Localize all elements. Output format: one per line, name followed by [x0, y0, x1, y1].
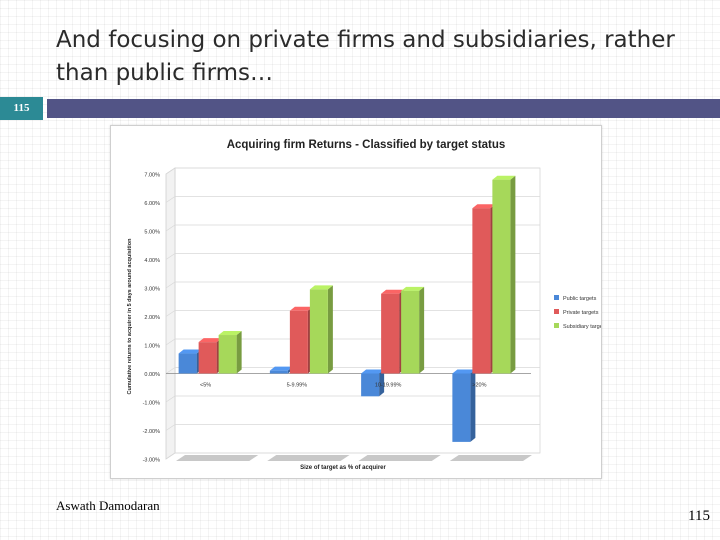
bar: [381, 293, 400, 374]
y-tick-label: -3.00%: [143, 458, 161, 464]
bar: [452, 373, 471, 442]
bar: [401, 290, 420, 374]
legend-label: Subsidiary targets: [563, 324, 601, 330]
bar-top: [472, 204, 496, 209]
slide-number-badge: 115: [13, 102, 30, 114]
bar: [178, 353, 197, 374]
legend-swatch: [554, 323, 559, 328]
gridline: [165, 424, 540, 431]
y-tick-label: 0.00%: [144, 372, 160, 378]
legend-label: Private targets: [563, 310, 599, 316]
bar: [361, 373, 380, 397]
y-tick-label: 5.00%: [144, 230, 160, 236]
gridline: [165, 281, 540, 289]
bar-top: [492, 175, 516, 180]
bar-side: [470, 369, 476, 442]
bar-top: [218, 331, 242, 336]
x-tick-label: 10-19.99%: [375, 383, 402, 389]
bar-top: [401, 286, 425, 291]
gridline: [165, 167, 540, 175]
bar-top: [198, 338, 222, 343]
bar: [269, 370, 288, 374]
x-axis-label: Size of target as % of acquirer: [300, 465, 386, 471]
y-tick-label: 3.00%: [144, 287, 160, 293]
gridline: [165, 196, 540, 203]
bar: [198, 342, 217, 374]
floor-shadow: [449, 455, 532, 461]
legend-swatch: [554, 295, 559, 300]
bar: [309, 289, 328, 374]
bar-top: [269, 366, 293, 371]
bar-chart: Acquiring firm Returns - Classified by t…: [127, 139, 607, 471]
bar: [492, 179, 511, 374]
bar-top: [289, 306, 313, 311]
slide-number-band: [0, 97, 43, 120]
x-tick-label: >20%: [472, 383, 486, 389]
floor-shadow: [176, 455, 259, 461]
x-tick-label: <5%: [200, 383, 211, 389]
gridline: [165, 395, 540, 403]
footer-page-number: 115: [688, 508, 710, 524]
bar-side: [327, 285, 333, 374]
y-tick-label: 2.00%: [144, 315, 160, 321]
slide-title: And focusing on private firms and subsid…: [56, 27, 675, 86]
bar-top: [178, 349, 202, 354]
bar-top: [309, 285, 333, 290]
bar-top: [361, 369, 385, 374]
gridline: [165, 253, 540, 260]
y-tick-label: 1.00%: [144, 344, 160, 350]
y-tick-label: 4.00%: [144, 258, 160, 264]
bar: [472, 208, 491, 374]
chart-title: Acquiring firm Returns - Classified by t…: [227, 139, 506, 151]
floor-shadow: [267, 455, 350, 461]
bar-top: [381, 289, 405, 294]
bar-top: [452, 369, 476, 374]
gridline: [165, 452, 540, 460]
legend-swatch: [554, 309, 559, 314]
title-divider-band: [47, 99, 720, 118]
chart-frame: Acquiring firm Returns - Classified by t…: [110, 125, 607, 479]
bar-side: [236, 331, 242, 374]
y-axis-label: Cumulative returns to acquirer in 5 days…: [127, 238, 133, 395]
y-tick-label: -1.00%: [143, 401, 161, 407]
footer-author: Aswath Damodaran: [56, 498, 160, 513]
floor-shadow: [358, 455, 441, 461]
y-tick-label: 7.00%: [144, 173, 160, 179]
bar: [218, 335, 237, 374]
bar: [289, 310, 308, 374]
bar-side: [510, 175, 516, 374]
bar-side: [419, 286, 425, 374]
y-tick-label: 6.00%: [144, 201, 160, 207]
y-tick-label: -2.00%: [143, 429, 161, 435]
x-tick-label: 5-9.99%: [287, 383, 308, 389]
bar-side: [379, 369, 385, 397]
gridline: [165, 224, 540, 232]
legend-label: Public targets: [563, 296, 597, 302]
